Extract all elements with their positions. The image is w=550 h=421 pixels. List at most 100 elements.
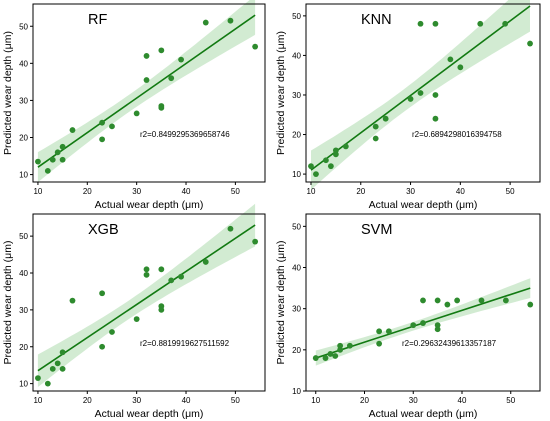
y-tick-label: 40: [292, 264, 301, 273]
data-point: [502, 20, 509, 27]
data-point: [202, 19, 209, 26]
data-point: [478, 297, 485, 304]
data-point: [158, 266, 165, 273]
y-tick-label: 50: [292, 12, 301, 21]
chart-panel-knn: 10 20 30 40 50 10 20 30 40 50 Actual wear depth (μ…: [275, 0, 541, 211]
y-tick-label: 20: [292, 346, 301, 355]
panel-title: RF: [88, 12, 107, 28]
x-axis-label: Actual wear depth (μm): [95, 408, 204, 420]
data-point: [133, 110, 140, 117]
data-point: [308, 163, 314, 170]
x-tick-label: 10: [311, 396, 320, 405]
data-point: [337, 346, 344, 353]
data-point: [312, 355, 319, 361]
y-tick-label: 30: [292, 305, 301, 314]
x-tick-label: 10: [307, 187, 316, 196]
plot-frame: [305, 3, 541, 183]
y-tick-label: 30: [292, 91, 301, 100]
panel-title: SVM: [361, 222, 392, 238]
regression-line: [310, 5, 531, 171]
data-point: [227, 225, 234, 232]
data-point: [327, 163, 334, 170]
confidence-band: [37, 203, 256, 387]
data-point: [178, 273, 184, 280]
y-tick-label: 10: [292, 170, 301, 179]
data-point: [444, 301, 451, 308]
data-point: [59, 349, 66, 356]
data-point: [143, 77, 150, 83]
x-tick-label: 10: [33, 187, 42, 196]
data-point: [434, 297, 441, 304]
x-tick-label: 10: [33, 396, 42, 405]
x-tick-label: 50: [506, 187, 515, 196]
x-axis-label: Actual wear depth (μm): [95, 199, 204, 211]
data-point: [69, 127, 76, 133]
y-axis-label: Predicted wear depth (μm): [2, 241, 14, 365]
data-point: [346, 342, 353, 349]
data-point: [252, 43, 259, 50]
data-point: [434, 322, 441, 329]
x-tick-label: 40: [456, 187, 465, 196]
data-point: [447, 56, 454, 63]
data-point: [133, 316, 140, 322]
data-point: [323, 157, 329, 164]
data-point: [109, 123, 115, 130]
regression-line: [37, 14, 256, 168]
x-tick-label: 20: [83, 187, 92, 196]
x-axis-label: Actual wear depth (μm): [369, 199, 478, 211]
x-tick-label: 30: [409, 396, 418, 405]
data-point: [434, 326, 441, 333]
x-tick-label: 20: [356, 187, 365, 196]
y-tick-label: 10: [19, 171, 28, 180]
y-tick-label: 30: [19, 306, 28, 315]
data-point: [59, 365, 66, 372]
plot-frame: [32, 213, 266, 392]
data-point: [49, 156, 56, 163]
x-tick-label: 40: [458, 396, 467, 405]
r2-annotation: r2=0.8819919627511592: [140, 339, 230, 348]
data-point: [382, 115, 389, 122]
data-point: [178, 56, 184, 63]
x-tick-label: 40: [182, 396, 191, 405]
data-point: [337, 342, 344, 349]
data-point: [54, 149, 61, 156]
plot-frame: [305, 213, 541, 392]
data-point: [168, 277, 175, 284]
data-point: [432, 115, 439, 122]
y-tick-label: 40: [292, 51, 301, 60]
data-point: [376, 328, 383, 335]
data-point: [44, 380, 51, 387]
data-point: [158, 303, 165, 310]
data-point: [143, 53, 150, 59]
y-tick-label: 40: [19, 269, 28, 278]
r2-annotation: r2=0.8499295369658746: [140, 130, 230, 139]
panel-title: XGB: [88, 222, 119, 238]
data-point: [35, 375, 41, 381]
data-point: [59, 156, 66, 163]
data-point: [313, 171, 319, 177]
data-point: [143, 271, 150, 278]
r2-annotation: r2=0.29632439613357187: [402, 339, 497, 348]
data-point: [372, 123, 379, 130]
chart-panel-rf: 10 20 30 40 50 10 20 30 40 50 Actual wear depth (μ…: [2, 0, 266, 211]
data-point: [99, 119, 106, 126]
y-tick-label: 50: [19, 22, 28, 31]
regression-line: [37, 224, 256, 372]
x-tick-label: 30: [406, 187, 415, 196]
x-axis-label: Actual wear depth (μm): [369, 408, 478, 420]
data-point: [527, 301, 534, 308]
data-point: [432, 92, 439, 98]
data-point: [99, 290, 106, 297]
y-tick-label: 20: [292, 131, 301, 140]
y-tick-label: 20: [19, 134, 28, 143]
x-tick-label: 50: [231, 396, 240, 405]
plot-frame: [32, 3, 266, 183]
data-point: [59, 143, 66, 150]
r2-annotation: r2=0.6894298016394758: [412, 130, 502, 139]
data-point: [158, 47, 165, 54]
data-point: [410, 322, 417, 329]
data-point: [202, 259, 209, 265]
data-point: [227, 17, 234, 24]
y-tick-label: 50: [19, 232, 28, 241]
data-point: [420, 297, 426, 304]
